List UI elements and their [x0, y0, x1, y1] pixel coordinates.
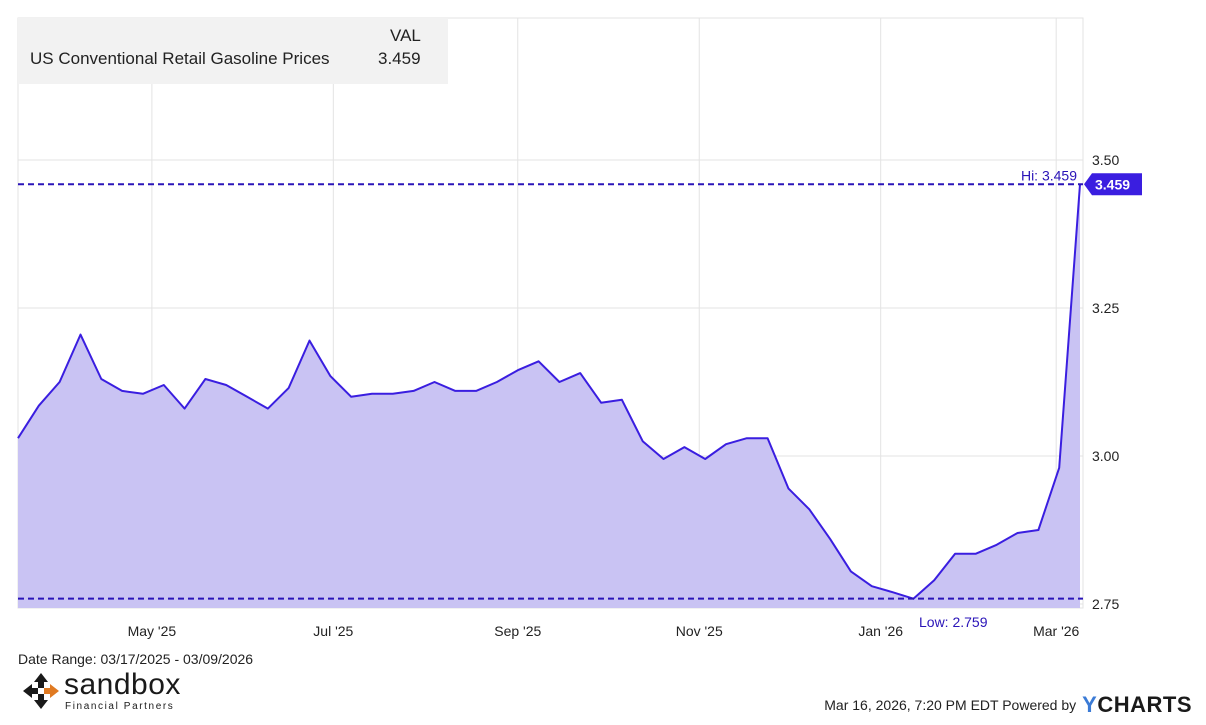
- legend-series-value: 3.459: [378, 49, 421, 68]
- area-fill: [18, 184, 1080, 609]
- footer-timestamp: Mar 16, 2026, 7:20 PM EDT Powered by: [824, 697, 1077, 713]
- reference-lines: Hi: 3.459 Low: 2.759: [18, 167, 1083, 630]
- sandbox-logo: sandbox Financial Partners: [22, 668, 222, 716]
- x-tick-label: May '25: [128, 623, 177, 639]
- ycharts-rest: CHARTS: [1097, 692, 1192, 717]
- sandbox-arrows-icon: [23, 673, 59, 709]
- x-tick-label: Jan '26: [858, 623, 903, 639]
- x-tick-label: Sep '25: [494, 623, 541, 639]
- low-label: Low: 2.759: [919, 614, 988, 630]
- y-tick-label: 3.00: [1092, 448, 1119, 464]
- y-tick-label: 3.25: [1092, 300, 1119, 316]
- legend-series-label: US Conventional Retail Gasoline Prices: [30, 49, 330, 68]
- logo-subtitle: Financial Partners: [65, 701, 175, 712]
- high-label: Hi: 3.459: [1021, 167, 1077, 183]
- last-value-text: 3.459: [1095, 176, 1130, 192]
- ycharts-brand[interactable]: YCHARTS: [1082, 692, 1192, 718]
- y-tick-label: 3.50: [1092, 152, 1119, 168]
- chart-area: [17, 184, 1081, 609]
- legend-box: [18, 18, 448, 84]
- date-range: Date Range: 03/17/2025 - 03/09/2026: [18, 651, 254, 667]
- x-tick-label: Nov '25: [676, 623, 723, 639]
- series-line: [17, 184, 1081, 600]
- legend-header: VAL: [390, 26, 421, 45]
- x-tick-label: Jul '25: [313, 623, 353, 639]
- logo-name: sandbox: [64, 668, 181, 701]
- ycharts-y: Y: [1082, 692, 1098, 717]
- x-tick-label: Mar '26: [1033, 623, 1079, 639]
- y-tick-label: 2.75: [1092, 596, 1119, 612]
- x-axis: May '25 Jul '25 Sep '25 Nov '25 Jan '26 Mar '…: [128, 623, 1080, 639]
- y-axis: 3.459 2.75 3.00 3.25 3.50: [1084, 152, 1142, 612]
- last-value-badge: [1084, 173, 1142, 196]
- footer: Mar 16, 2026, 7:20 PM EDT Powered by YCH…: [824, 692, 1192, 718]
